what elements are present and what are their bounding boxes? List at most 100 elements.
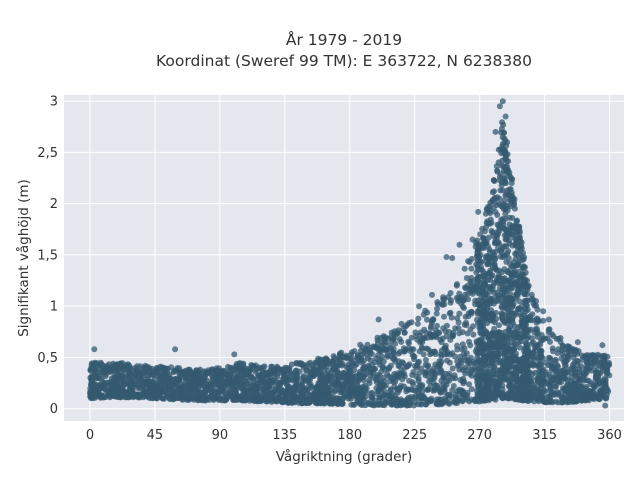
scatter-point	[489, 229, 496, 236]
scatter-point	[87, 365, 94, 372]
scatter-point	[323, 377, 330, 384]
scatter-point	[389, 397, 396, 404]
scatter-point	[406, 361, 413, 368]
scatter-point	[508, 391, 515, 398]
scatter-point	[469, 290, 476, 297]
scatter-point	[383, 346, 389, 353]
scatter-point	[494, 289, 501, 296]
scatter-point	[222, 396, 229, 403]
scatter-point	[457, 377, 464, 383]
scatter-point	[366, 401, 373, 408]
scatter-point	[570, 387, 577, 394]
scatter-point	[507, 261, 513, 267]
scatter-point	[222, 371, 229, 378]
scatter-point	[474, 372, 481, 379]
scatter-point	[258, 385, 265, 392]
scatter-point	[602, 402, 609, 409]
y-tick-label: 2,5	[37, 146, 58, 161]
scatter-point	[475, 208, 482, 215]
scatter-point	[487, 300, 494, 307]
scatter-point	[381, 340, 388, 347]
scatter-point	[534, 376, 541, 383]
scatter-point	[590, 389, 597, 396]
scatter-point	[499, 216, 506, 222]
scatter-point	[423, 369, 430, 376]
scatter-point	[464, 283, 471, 289]
scatter-point	[380, 383, 387, 390]
scatter-point	[486, 220, 493, 227]
scatter-point	[272, 397, 279, 403]
scatter-point	[428, 323, 435, 330]
scatter-point	[385, 335, 392, 342]
scatter-point	[562, 385, 569, 392]
scatter-point	[377, 348, 384, 354]
scatter-point	[492, 331, 498, 338]
scatter-point	[432, 351, 439, 357]
scatter-point	[434, 299, 441, 306]
scatter-point	[457, 295, 464, 302]
scatter-point	[478, 331, 485, 338]
scatter-point	[459, 388, 466, 395]
scatter-point	[299, 382, 305, 389]
scatter-point	[231, 351, 238, 358]
scatter-point	[595, 372, 602, 379]
scatter-point	[367, 357, 374, 364]
scatter-point	[511, 223, 518, 230]
scatter-point	[348, 401, 355, 408]
scatter-point	[506, 335, 513, 341]
y-tick-label: 1	[50, 300, 58, 315]
x-tick-labels: 0 45 90 135 180 225 270 315 360	[86, 428, 622, 443]
scatter-point	[516, 344, 523, 351]
scatter-point	[600, 353, 607, 360]
scatter-point	[300, 373, 307, 380]
y-tick-label: 3	[50, 95, 58, 110]
scatter-point	[606, 362, 612, 368]
scatter-point	[502, 154, 509, 161]
scatter-point	[515, 223, 522, 230]
scatter-point	[154, 393, 161, 400]
scatter-point	[380, 358, 387, 365]
scatter-point	[509, 315, 515, 322]
scatter-point	[550, 391, 557, 398]
scatter-point	[476, 398, 483, 405]
scatter-point	[425, 386, 432, 393]
scatter-point	[447, 309, 454, 316]
scatter-point	[396, 336, 403, 343]
scatter-point	[204, 386, 211, 393]
scatter-point	[559, 394, 566, 401]
scatter-point	[490, 312, 496, 319]
scatter-point	[477, 348, 484, 355]
scatter-point	[253, 366, 260, 373]
scatter-point	[357, 341, 364, 348]
scatter-point	[465, 258, 472, 265]
scatter-point	[504, 394, 511, 401]
scatter-point	[353, 393, 360, 400]
scatter-point	[441, 383, 448, 390]
scatter-point	[520, 397, 527, 404]
scatter-point	[467, 342, 474, 349]
scatter-point	[519, 257, 526, 264]
scatter-point	[483, 386, 490, 393]
scatter-point	[253, 389, 260, 396]
scatter-point	[521, 345, 528, 352]
scatter-point	[581, 388, 588, 395]
y-tick-label: 0	[50, 402, 58, 417]
scatter-point	[390, 346, 397, 353]
scatter-point	[461, 305, 467, 311]
x-tick-label: 135	[272, 428, 297, 443]
scatter-point	[463, 275, 470, 281]
scatter-point	[450, 383, 457, 389]
scatter-point	[380, 333, 387, 340]
scatter-point	[159, 395, 166, 402]
scatter-point	[213, 365, 220, 372]
scatter-point	[537, 341, 544, 348]
scatter-point	[495, 337, 502, 344]
scatter-point	[501, 243, 508, 250]
scatter-point	[552, 358, 559, 365]
scatter-point	[122, 394, 129, 401]
scatter-point	[487, 375, 494, 382]
scatter-point	[498, 280, 505, 287]
scatter-point	[411, 363, 418, 369]
scatter-point	[296, 360, 303, 366]
scatter-point	[324, 384, 331, 391]
